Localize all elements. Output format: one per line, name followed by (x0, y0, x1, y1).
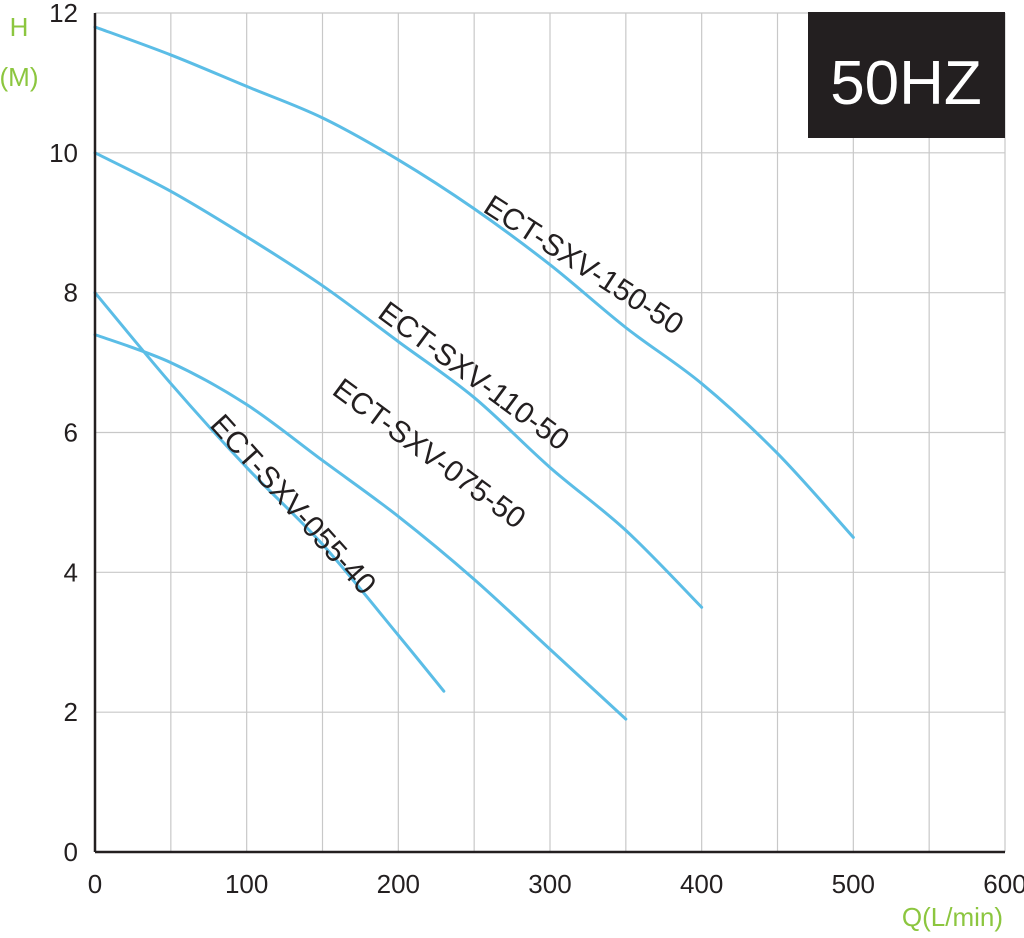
y-tick-label: 0 (64, 837, 78, 867)
x-tick-label: 500 (832, 869, 875, 899)
y-tick-label: 10 (49, 138, 78, 168)
badge-label: 50HZ (830, 49, 982, 118)
y-tick-label: 8 (64, 278, 78, 308)
y-tick-label: 2 (64, 697, 78, 727)
x-tick-label: 200 (377, 869, 420, 899)
y-tick-label: 4 (64, 557, 78, 587)
x-tick-label: 100 (225, 869, 268, 899)
series-line-ect-sxv-150-50 (93, 25, 855, 539)
series-labels: ECT-SXV-150-50ECT-SXV-110-50ECT-SXV-075-… (203, 189, 689, 601)
x-tick-label: 400 (680, 869, 723, 899)
y-tick-label: 12 (49, 0, 78, 28)
badge-background (808, 12, 1005, 138)
y-tick-label: 6 (64, 418, 78, 448)
x-tick-label: 0 (88, 869, 102, 899)
axes (93, 13, 1005, 854)
frequency-badge: 50HZ (808, 12, 1005, 138)
series-lines (93, 25, 855, 721)
tick-labels: 0 100 200 300 400 500 600 0 2 4 6 8 10 12 (49, 0, 1024, 899)
x-tick-label: 300 (528, 869, 571, 899)
series-label: ECT-SXV-150-50 (478, 189, 689, 342)
series-line-ect-sxv-055-40 (93, 291, 446, 693)
x-axis-label: Q(L/min) (902, 902, 1003, 932)
grid (95, 12, 1006, 852)
series-line-ect-sxv-075-50 (93, 333, 628, 721)
y-axis-symbol: H (10, 12, 29, 42)
y-axis-unit: (M) (0, 62, 38, 92)
series-line-ect-sxv-110-50 (93, 151, 704, 609)
x-tick-label: 600 (983, 869, 1024, 899)
